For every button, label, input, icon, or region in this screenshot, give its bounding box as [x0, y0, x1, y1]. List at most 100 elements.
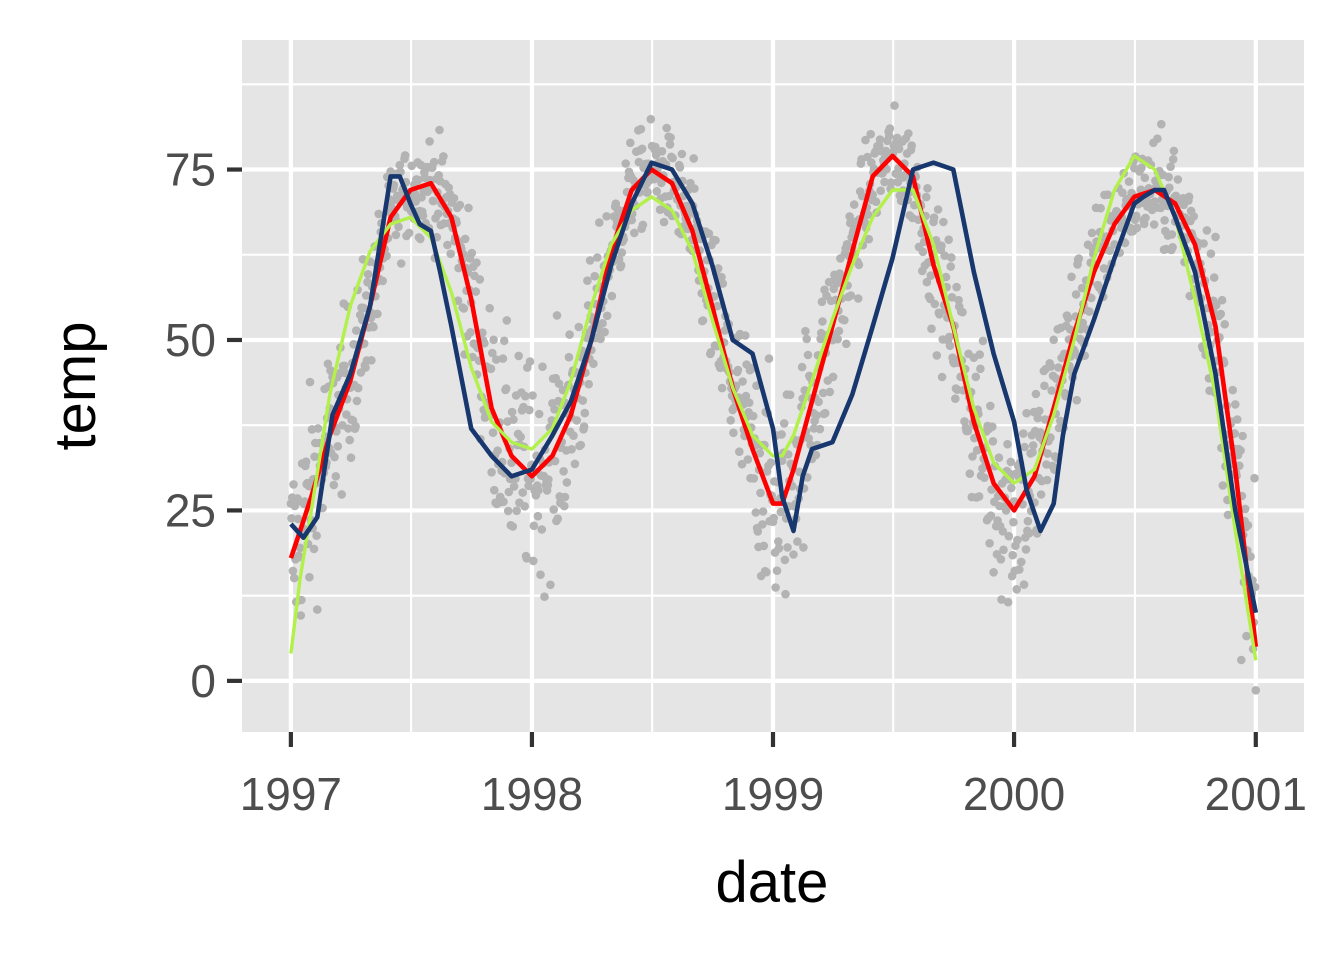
data-point	[1012, 585, 1021, 594]
data-point	[1167, 230, 1177, 239]
data-point	[1096, 203, 1105, 213]
data-point	[553, 514, 562, 523]
data-point	[1140, 173, 1150, 183]
data-point	[1202, 226, 1212, 235]
data-point	[584, 379, 593, 389]
data-point	[522, 554, 531, 563]
data-point	[288, 566, 298, 576]
data-point	[921, 192, 931, 202]
data-point	[769, 513, 778, 523]
data-point	[521, 391, 530, 401]
data-point	[1149, 220, 1159, 229]
data-point	[467, 248, 477, 258]
data-point	[1004, 531, 1014, 541]
data-point	[1251, 686, 1261, 695]
data-point	[416, 234, 425, 244]
data-point	[812, 411, 821, 420]
data-point	[894, 144, 904, 154]
data-point	[550, 456, 560, 466]
data-point	[576, 440, 586, 450]
data-point	[937, 372, 947, 382]
data-point	[429, 196, 438, 206]
data-point	[668, 153, 677, 163]
data-point	[744, 398, 754, 408]
data-point	[833, 334, 842, 344]
data-point	[1071, 290, 1081, 299]
data-point	[524, 481, 533, 491]
data-point	[346, 453, 356, 463]
data-point	[287, 514, 296, 523]
data-point	[849, 200, 859, 209]
data-point	[1169, 146, 1179, 156]
data-point	[774, 544, 784, 553]
data-point	[1217, 295, 1227, 305]
data-point	[395, 160, 405, 170]
data-point	[753, 527, 763, 536]
data-point	[344, 424, 353, 433]
data-point	[939, 217, 948, 227]
data-point	[814, 397, 823, 407]
data-point	[514, 351, 523, 361]
data-point	[487, 468, 496, 477]
data-point	[621, 159, 630, 168]
data-point	[443, 240, 452, 250]
data-point	[1020, 442, 1029, 452]
data-point	[1087, 293, 1096, 303]
data-point	[418, 211, 428, 220]
data-point	[1034, 406, 1044, 416]
data-point	[646, 114, 656, 124]
data-point	[803, 350, 813, 360]
data-point	[578, 396, 588, 405]
data-point	[842, 339, 851, 349]
data-point	[595, 218, 604, 227]
data-point	[766, 458, 776, 467]
data-point	[583, 276, 592, 286]
data-point	[818, 317, 827, 326]
data-point	[988, 437, 998, 446]
data-point	[439, 152, 448, 161]
data-point	[529, 521, 539, 531]
data-point	[518, 488, 527, 497]
data-point	[361, 291, 371, 300]
x-tick-label: 1999	[722, 768, 824, 820]
data-point	[985, 539, 994, 548]
data-point	[1021, 545, 1031, 554]
data-point	[560, 501, 569, 511]
data-point	[762, 567, 771, 577]
data-point	[373, 309, 382, 319]
data-point	[351, 422, 360, 431]
data-point	[729, 428, 738, 438]
data-point	[975, 350, 984, 359]
data-point	[743, 455, 753, 464]
data-point	[777, 430, 786, 439]
navy-trend-line	[289, 160, 1259, 614]
data-point	[391, 230, 401, 240]
data-point	[480, 338, 489, 348]
data-point	[1173, 175, 1183, 184]
data-point	[737, 459, 747, 469]
data-point	[353, 383, 363, 393]
data-point	[1118, 188, 1127, 197]
data-point	[1054, 363, 1063, 372]
data-point	[666, 133, 675, 142]
data-point	[1074, 254, 1084, 263]
y-tick-label: 0	[190, 655, 216, 707]
data-point	[602, 311, 612, 321]
y-tick-label: 75	[165, 144, 216, 196]
data-point	[986, 511, 996, 520]
data-point	[544, 475, 553, 484]
data-point	[755, 448, 765, 458]
data-point	[818, 388, 828, 398]
data-point	[704, 229, 714, 238]
data-point	[698, 316, 708, 325]
data-point	[509, 415, 518, 424]
data-point	[988, 422, 997, 432]
data-point	[1228, 385, 1237, 395]
data-point	[489, 335, 498, 345]
series-lines	[288, 153, 1259, 661]
data-point	[741, 391, 751, 401]
data-point	[293, 494, 302, 503]
data-point	[717, 383, 727, 393]
data-point	[538, 362, 547, 372]
data-point	[1003, 597, 1013, 607]
